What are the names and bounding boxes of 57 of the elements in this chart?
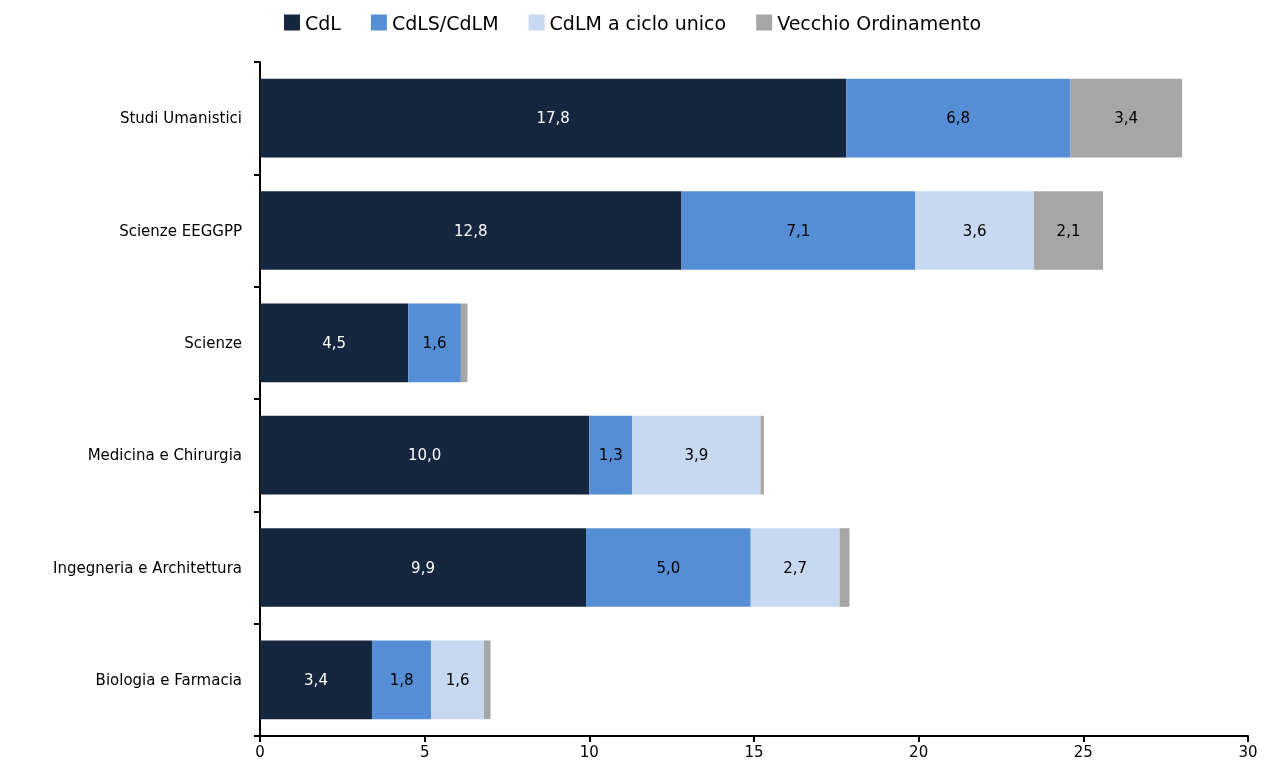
y-tick-label: Biologia e Farmacia: [95, 670, 242, 689]
bar: [260, 640, 372, 720]
y-tick-label: Scienze: [184, 333, 242, 352]
y-tick-label: Ingegneria e Architettura: [53, 558, 242, 577]
x-tick-label: 5: [419, 742, 430, 761]
bar: [632, 415, 761, 495]
bar: [750, 528, 840, 607]
data-label: 1,6: [422, 333, 447, 352]
bar: [260, 191, 682, 270]
data-label: 3,4: [304, 670, 328, 689]
bar: [760, 415, 764, 495]
x-tick-label: 30: [1238, 742, 1258, 761]
x-tick-label: 15: [744, 742, 764, 761]
bar: [839, 528, 850, 607]
bar: [260, 78, 847, 158]
data-label: 3,4: [1114, 109, 1139, 128]
data-label: 4,5: [322, 333, 347, 352]
data-label: 3,6: [962, 221, 987, 240]
legend-label: Vecchio Ordinamento: [777, 11, 982, 34]
data-label: 10,0: [407, 446, 442, 465]
data-label: 9,9: [411, 558, 435, 577]
x-tick-label: 20: [909, 742, 929, 761]
data-label: 1,8: [389, 670, 414, 689]
bar: [586, 528, 751, 607]
bar: [408, 303, 461, 383]
x-tick-label: 25: [1073, 742, 1093, 761]
data-label: 12,8: [454, 221, 488, 240]
bar: [1033, 191, 1104, 270]
legend-label: CdLS/CdLM: [391, 11, 499, 34]
data-label: 3,9: [684, 446, 709, 465]
x-tick-label: 0: [255, 742, 265, 761]
data-label: 17,8: [536, 109, 570, 128]
legend-label: CdL: [304, 11, 342, 34]
data-label: 6,8: [946, 109, 971, 128]
data-label: 2,1: [1056, 221, 1081, 240]
legend-label: CdLM a ciclo unico: [549, 11, 727, 34]
bar: [681, 191, 916, 270]
data-label: 1,3: [598, 446, 623, 465]
bar: [371, 640, 432, 720]
bar: [589, 415, 633, 495]
bar: [260, 303, 409, 383]
data-label: 2,7: [783, 558, 808, 577]
bar: [260, 415, 590, 495]
y-tick-label: Medicina e Chirurgia: [87, 446, 242, 465]
data-label: 5,0: [656, 558, 681, 577]
bar: [846, 78, 1071, 158]
bar: [1070, 78, 1183, 158]
y-tick-label: Scienze EEGGPP: [119, 221, 242, 240]
bar: [483, 640, 491, 720]
bar: [260, 528, 587, 607]
bar: [460, 303, 468, 383]
x-tick-label: 10: [579, 742, 599, 761]
data-label: 1,6: [445, 670, 470, 689]
bar: [431, 640, 484, 720]
data-label: 7,1: [786, 221, 811, 240]
y-tick-label: Studi Umanistici: [119, 109, 242, 128]
bar: [915, 191, 1034, 270]
